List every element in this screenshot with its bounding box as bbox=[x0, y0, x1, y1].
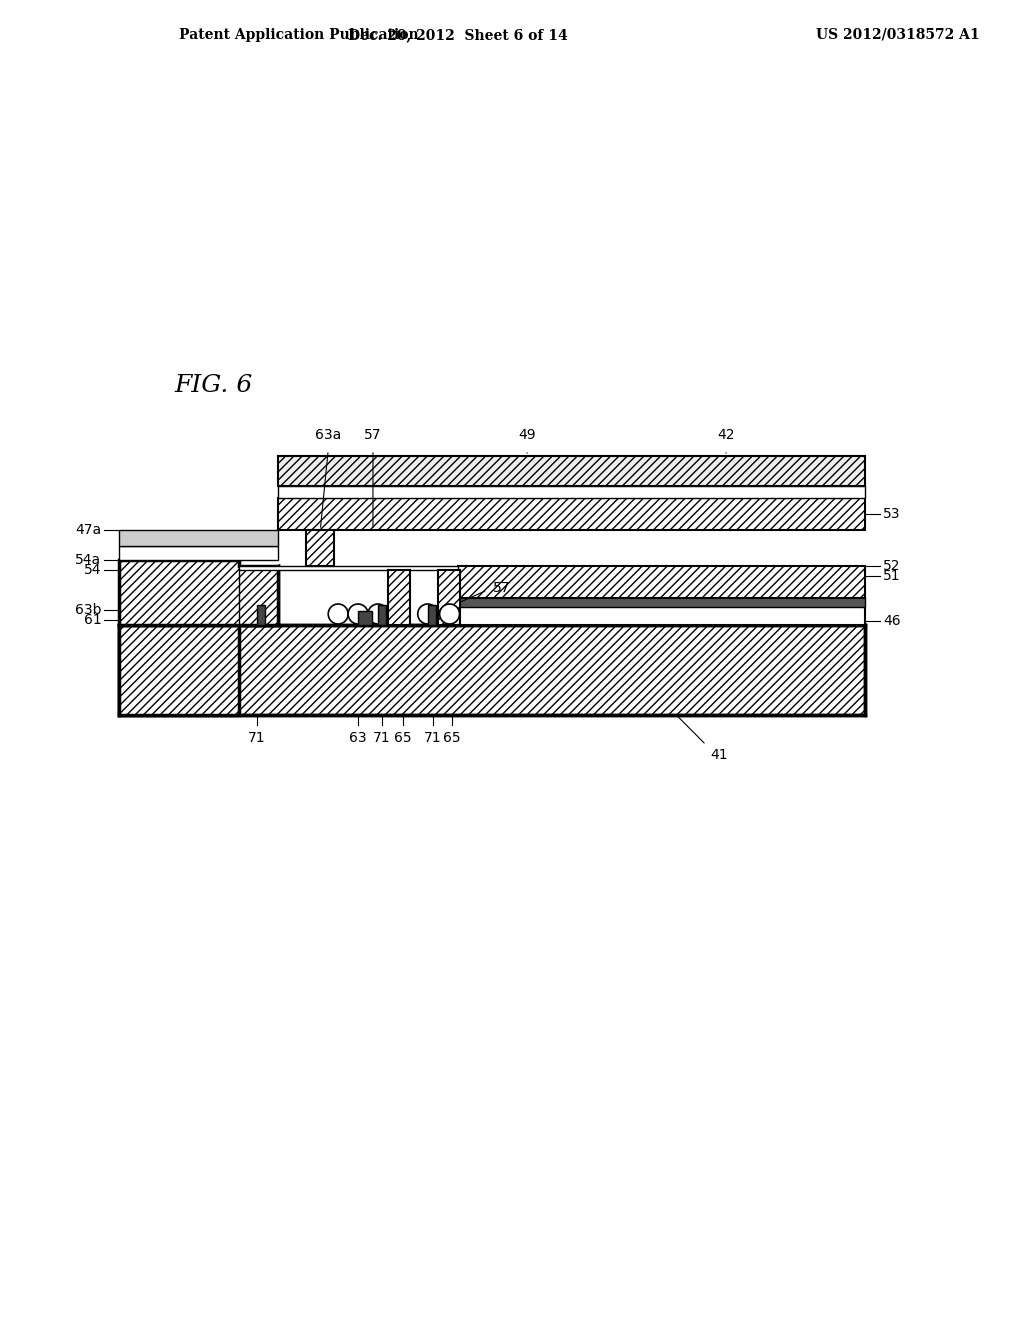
Bar bbox=[120, 531, 279, 546]
Bar bbox=[437, 570, 460, 624]
Text: 63b: 63b bbox=[75, 603, 101, 616]
Bar bbox=[388, 570, 410, 624]
Bar bbox=[306, 531, 334, 566]
Text: 44: 44 bbox=[134, 591, 152, 605]
Text: 71: 71 bbox=[373, 731, 391, 744]
Circle shape bbox=[439, 605, 460, 624]
Polygon shape bbox=[120, 624, 239, 715]
Polygon shape bbox=[120, 560, 279, 624]
Text: 52: 52 bbox=[884, 558, 901, 573]
Bar bbox=[378, 605, 386, 624]
Circle shape bbox=[418, 605, 437, 624]
Bar bbox=[120, 546, 279, 560]
Text: Dec. 20, 2012  Sheet 6 of 14: Dec. 20, 2012 Sheet 6 of 14 bbox=[347, 28, 567, 42]
Text: 54: 54 bbox=[84, 564, 101, 577]
Text: 63: 63 bbox=[349, 731, 367, 744]
Bar bbox=[358, 611, 372, 624]
Text: 57: 57 bbox=[494, 581, 511, 595]
Polygon shape bbox=[120, 566, 279, 624]
Text: 46: 46 bbox=[884, 614, 901, 628]
Text: 65: 65 bbox=[442, 731, 461, 744]
Circle shape bbox=[329, 605, 348, 624]
Bar bbox=[458, 597, 865, 607]
Text: 71: 71 bbox=[424, 731, 441, 744]
Text: 63a: 63a bbox=[315, 428, 341, 442]
Text: 49: 49 bbox=[518, 428, 536, 442]
Text: 61: 61 bbox=[84, 612, 101, 627]
Text: Patent Application Publication: Patent Application Publication bbox=[179, 28, 419, 42]
Bar bbox=[279, 455, 865, 486]
Text: 42: 42 bbox=[717, 428, 735, 442]
Text: 53: 53 bbox=[884, 507, 901, 521]
Text: 54a: 54a bbox=[76, 553, 101, 568]
Text: US 2012/0318572 A1: US 2012/0318572 A1 bbox=[815, 28, 979, 42]
Bar bbox=[279, 498, 865, 531]
Polygon shape bbox=[239, 566, 458, 570]
Bar bbox=[428, 605, 435, 624]
Bar bbox=[257, 605, 264, 624]
Text: 51: 51 bbox=[884, 569, 901, 583]
Bar bbox=[279, 486, 865, 498]
Text: 47a: 47a bbox=[76, 523, 101, 537]
Bar bbox=[458, 566, 865, 598]
Circle shape bbox=[348, 605, 368, 624]
Text: 57: 57 bbox=[365, 428, 382, 442]
Bar bbox=[458, 607, 865, 624]
Text: FIG. 6: FIG. 6 bbox=[174, 374, 252, 396]
Bar bbox=[120, 624, 865, 715]
Text: 41: 41 bbox=[711, 748, 728, 762]
Text: 65: 65 bbox=[394, 731, 412, 744]
Text: 71: 71 bbox=[248, 731, 265, 744]
Circle shape bbox=[368, 605, 388, 624]
